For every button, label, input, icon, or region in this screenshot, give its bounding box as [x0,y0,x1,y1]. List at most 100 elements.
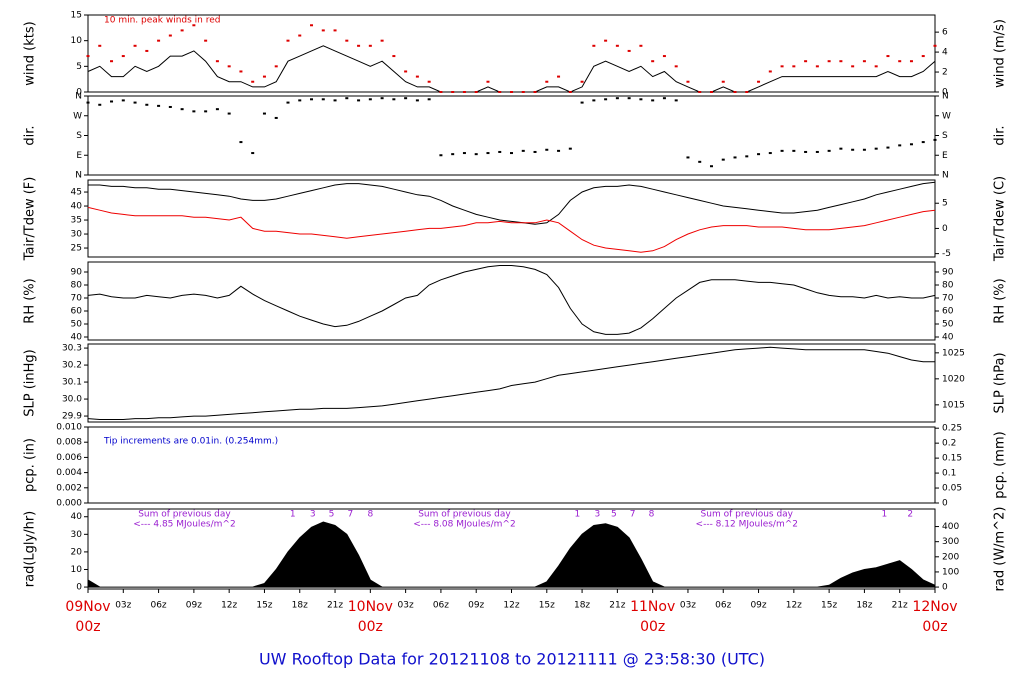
y2-tick-label: 0.05 [942,484,962,494]
data-point [698,91,702,93]
x-day-label: 10Nov [348,599,393,615]
x-tick-label: 15z [821,601,837,611]
data-point [592,99,596,102]
data-point [474,153,478,156]
y-tick-label: 10 [71,565,83,575]
day-sum-note: <--- 8.12 MJoules/m^2 [696,520,798,530]
y-tick-label: 29.9 [62,412,82,422]
data-point [721,158,725,161]
y2-tick-label: 300 [942,537,959,547]
data-point [227,112,231,115]
data-point [592,44,596,47]
data-point [415,99,419,102]
data-point [133,44,137,47]
data-point [580,80,584,83]
data-point [380,97,384,100]
data-point [639,98,643,101]
x-tick-label: 21z [327,601,343,611]
data-point [321,29,325,32]
data-point [86,101,90,104]
data-point [557,75,561,78]
y2-tick-label: W [942,111,951,121]
data-point [345,97,349,100]
hour-mark: 1 [882,510,888,520]
data-point [733,156,737,159]
data-point [145,49,149,52]
panel-frame [87,426,936,504]
y2-tick-label: 100 [942,567,959,577]
data-point [792,149,796,152]
data-point [780,65,784,68]
y2-axis-label: rad (W/m^2) [993,507,1008,592]
data-point [451,91,455,93]
x-tick-label: 09z [750,601,766,611]
hour-mark: 8 [367,510,373,520]
x-tick-label: 21z [609,601,625,611]
y-axis-label: RH (%) [23,278,38,323]
data-point [545,80,549,83]
data-point [651,60,655,63]
y2-tick-label: 0.2 [942,439,956,449]
day-sum-note: Sum of previous day [701,510,794,520]
y2-axis-label: Tair/Tdew (C) [993,176,1008,262]
data-point [804,150,808,153]
data-point [521,91,525,93]
y2-axis-label: SLP (hPa) [993,352,1008,413]
data-point [274,116,278,119]
x-tick-label: 06z [715,601,731,611]
x-tick-label: 03z [115,601,131,611]
y2-tick-label: 0.15 [942,454,962,464]
data-point [874,147,878,150]
data-point [851,65,855,68]
y2-tick-label: 1015 [942,400,965,410]
y-axis-label: pcp. (in) [23,438,38,492]
panel-frame [87,261,936,341]
data-point [921,55,925,58]
y2-tick-label: 0 [942,499,948,509]
panel-frame [87,14,936,93]
data-point [510,152,513,155]
x-tick-label: 21z [892,601,908,611]
area [87,521,936,588]
y-axis-label: dir. [23,125,38,145]
hour-mark: 3 [310,510,316,520]
data-point [286,39,290,42]
data-point [815,150,819,153]
data-point [909,60,913,63]
data-point [310,24,314,27]
y2-tick-label: 90 [942,268,954,278]
y2-tick-label: 80 [942,281,954,291]
data-point [192,24,196,27]
data-point [204,110,208,113]
data-point [533,91,537,93]
data-point [204,39,208,42]
y-tick-label: 0.000 [56,499,82,509]
hour-mark: 2 [907,510,913,520]
y2-tick-label: E [942,151,948,161]
y-tick-label: 60 [71,307,83,317]
data-point [886,146,890,149]
y2-tick-label: 0 [942,88,948,98]
y2-axis-label: RH (%) [993,278,1008,323]
data-point [780,149,784,152]
data-point [627,49,631,52]
data-point [615,97,619,100]
data-point [521,149,525,152]
y-tick-label: 30 [71,530,83,540]
x-day-hour-label: 00z [75,619,100,635]
data-point [604,98,608,101]
x-day-hour-label: 00z [640,619,665,635]
data-point [121,55,125,58]
data-point [733,91,737,93]
y2-tick-label: 200 [942,552,959,562]
data-point [451,153,455,156]
y-tick-label: 20 [71,547,83,557]
data-point [909,143,913,146]
data-point [215,60,219,63]
data-point [898,144,902,147]
data-point [298,34,302,37]
data-point [815,65,819,68]
line [87,45,936,93]
y2-axis-label: dir. [993,125,1008,145]
data-point [392,98,396,101]
